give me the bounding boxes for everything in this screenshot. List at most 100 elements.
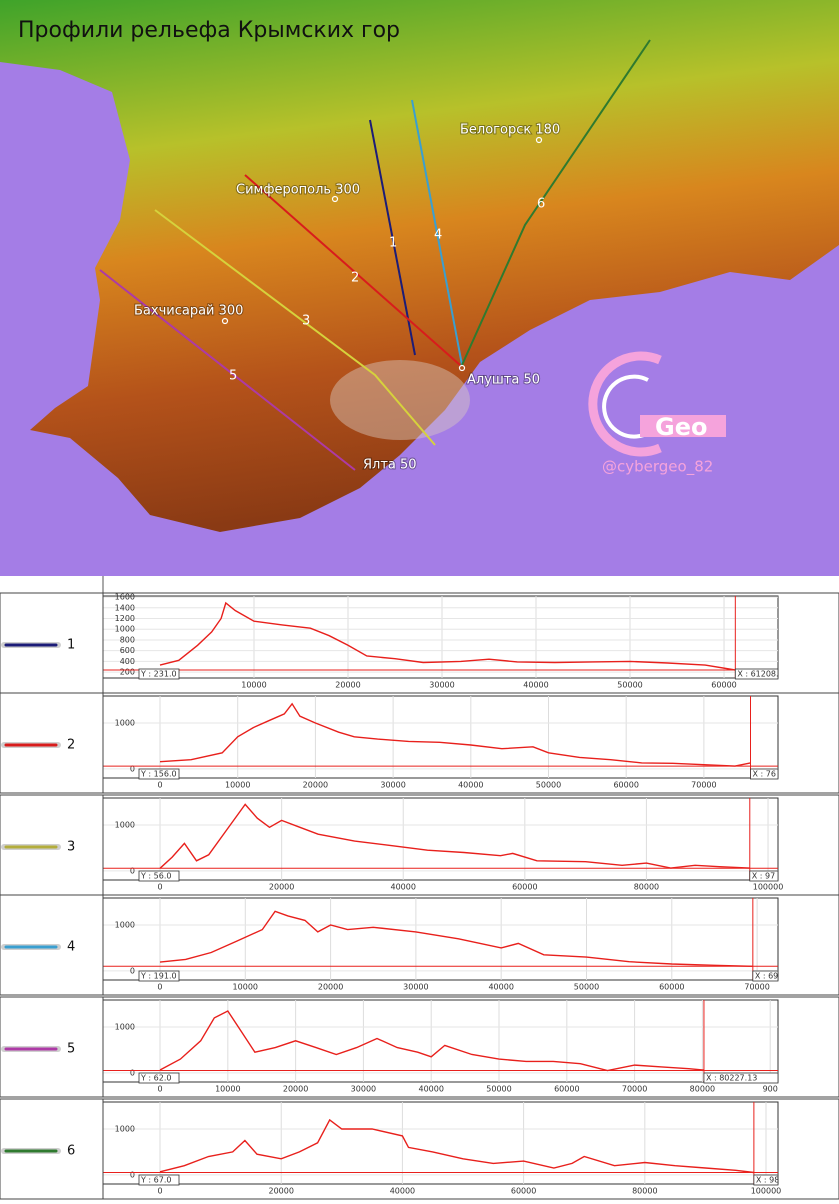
x-tick-label: 60000 xyxy=(512,883,537,892)
city-label: Симферополь 300 xyxy=(236,183,360,198)
x-tick-label: 100000 xyxy=(753,883,784,892)
profile-line xyxy=(159,702,751,767)
city-dots xyxy=(221,136,543,372)
row-frame xyxy=(0,894,839,996)
x-tick-label: 900 xyxy=(763,1085,778,1094)
readout-box xyxy=(749,870,779,882)
profile-number: 4 xyxy=(434,228,442,243)
x-tick-label: 80000 xyxy=(634,883,659,892)
y-tick-label: 0 xyxy=(130,764,135,773)
legend-label: 2 xyxy=(67,738,75,753)
y-readout: Y : 62.0 xyxy=(140,1074,171,1083)
legend-label: 3 xyxy=(67,840,75,855)
x-readout: X : 80227.13 xyxy=(706,1074,757,1083)
legend-label: 4 xyxy=(67,940,75,955)
profile-line xyxy=(461,39,651,366)
profile-chart: 10000 20000 30000 40000 50000 60000 200 400 600 8… xyxy=(0,592,839,694)
x-readout: X : 97 xyxy=(752,872,775,881)
y-tick-label: 800 xyxy=(120,635,135,644)
city-label: Белогорск 180 xyxy=(460,123,560,138)
y-tick-label: 0 xyxy=(130,1170,135,1179)
x-tick-label: 50000 xyxy=(574,983,599,992)
x-tick-label: 60000 xyxy=(659,983,684,992)
x-tick-label: 40000 xyxy=(418,1085,443,1094)
map: Профили рельефа Крымских гор Симферополь… xyxy=(0,0,839,576)
plot-area xyxy=(102,1101,779,1185)
row-frame xyxy=(0,996,839,1098)
x-tick-label: 40000 xyxy=(458,781,483,790)
y-tick-label: 200 xyxy=(120,668,135,677)
x-tick-label: 0 xyxy=(157,1085,162,1094)
plot-area xyxy=(102,595,779,679)
logo-ring xyxy=(602,374,652,439)
x-tick-label: 0 xyxy=(157,781,162,790)
plot-area xyxy=(102,999,779,1083)
profile-number: 2 xyxy=(351,271,359,286)
x-tick-label: 60000 xyxy=(613,781,638,790)
y-tick-label: 1000 xyxy=(115,1023,135,1032)
x-tick-label: 40000 xyxy=(523,681,548,690)
profile-number: 3 xyxy=(302,314,310,329)
profile-line xyxy=(154,209,436,446)
legend-label: 1 xyxy=(67,638,75,653)
y-tick-label: 600 xyxy=(120,646,135,655)
profile-line xyxy=(411,99,463,366)
x-tick-label: 20000 xyxy=(318,983,343,992)
x-tick-label: 10000 xyxy=(225,781,250,790)
x-tick-label: 20000 xyxy=(335,681,360,690)
x-readout: X : 61208. xyxy=(737,670,778,679)
city-dot xyxy=(535,136,543,144)
x-tick-label: 30000 xyxy=(429,681,454,690)
readout-box xyxy=(734,668,779,680)
y-readout: Y : 191.0 xyxy=(140,972,177,981)
x-tick-label: 40000 xyxy=(391,883,416,892)
x-tick-label: 70000 xyxy=(691,781,716,790)
x-tick-label: 20000 xyxy=(269,883,294,892)
city-label: Ялта 50 xyxy=(363,458,417,473)
logo-bar xyxy=(640,415,726,437)
city-label: Алушта 50 xyxy=(467,373,540,388)
city-dot xyxy=(221,317,229,325)
map-title: Профили рельефа Крымских гор xyxy=(18,18,400,43)
profile-line xyxy=(369,119,416,356)
x-tick-label: 70000 xyxy=(744,983,769,992)
y-readout: Y : 67.0 xyxy=(140,1176,171,1185)
handle: @cybergeo_82 xyxy=(602,458,713,477)
profile-chart: 0 10000 20000 30000 40000 50000 60000 70000 8000… xyxy=(0,996,839,1098)
logo-ring xyxy=(588,351,662,457)
x-tick-label: 20000 xyxy=(303,781,328,790)
profile-chart: 0 20000 40000 60000 80000 100000 0 1000 Y : 56.0… xyxy=(0,794,839,896)
profile-chart: 0 10000 20000 30000 40000 50000 60000 70000 0 100… xyxy=(0,692,839,794)
y-tick-label: 1400 xyxy=(115,603,135,612)
readout-box xyxy=(138,1174,180,1186)
x-tick-label: 50000 xyxy=(486,1085,511,1094)
x-tick-label: 20000 xyxy=(283,1085,308,1094)
x-tick-label: 10000 xyxy=(233,983,258,992)
x-tick-label: 70000 xyxy=(622,1085,647,1094)
y-tick-label: 1600 xyxy=(115,593,135,602)
readout-box xyxy=(703,1072,779,1084)
land xyxy=(0,0,839,532)
y-tick-label: 400 xyxy=(120,657,135,666)
y-readout: Y : 231.0 xyxy=(140,670,177,679)
legend-label: 6 xyxy=(67,1144,75,1159)
logo-text: Geo xyxy=(655,413,707,441)
profile-lines xyxy=(99,39,651,471)
x-tick-label: 50000 xyxy=(617,681,642,690)
profile-chart: 0 10000 20000 30000 40000 50000 60000 70000 0 100… xyxy=(0,894,839,996)
profile-line xyxy=(159,601,736,671)
plot-area xyxy=(102,695,779,779)
profile-line xyxy=(244,174,461,366)
profiles: 10000 20000 30000 40000 50000 600002004006008… xyxy=(0,592,839,1200)
y-tick-label: 0 xyxy=(130,1068,135,1077)
profile-number: 1 xyxy=(389,236,397,251)
city-dot xyxy=(458,364,466,372)
x-readout: X : 98 xyxy=(756,1176,779,1185)
y-tick-label: 1000 xyxy=(115,821,135,830)
y-tick-label: 1000 xyxy=(115,625,135,634)
readout-box xyxy=(138,870,180,882)
y-tick-label: 1000 xyxy=(115,921,135,930)
logo: Geo @cybergeo_82 xyxy=(588,351,726,477)
x-tick-label: 30000 xyxy=(351,1085,376,1094)
